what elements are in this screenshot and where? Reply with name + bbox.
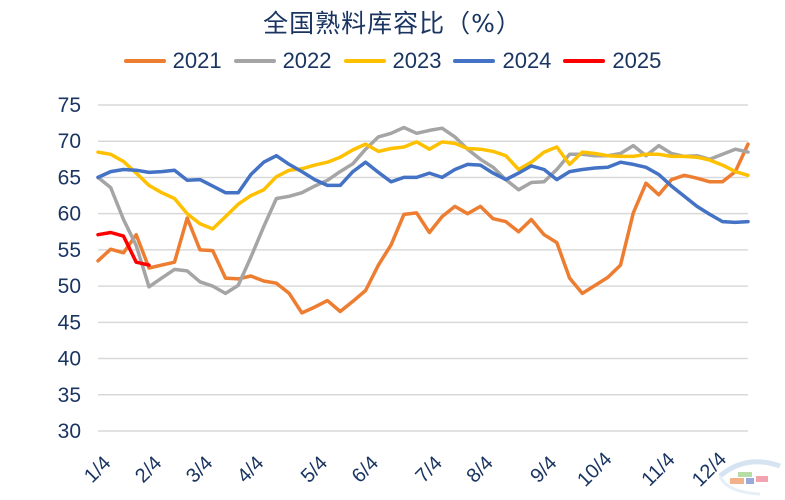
series-line-2022 <box>96 125 750 296</box>
series-line-2025 <box>96 230 151 267</box>
y-axis-ticks: 30 35 40 45 50 55 60 65 70 75 <box>58 94 81 443</box>
y-tick-label: 65 <box>58 166 81 189</box>
y-tick-label: 35 <box>58 384 81 407</box>
legend-item-2022: 2022 <box>233 48 332 74</box>
y-tick-label: 60 <box>58 203 81 226</box>
series-line-2023 <box>96 140 750 231</box>
x-tick-label: 8/4 <box>462 452 497 487</box>
y-tick-label: 30 <box>58 420 81 443</box>
series-lines <box>96 125 750 315</box>
legend-swatch-2023 <box>343 59 386 63</box>
series-line-2024 <box>96 153 750 225</box>
legend-swatch-2024 <box>453 59 496 63</box>
x-tick-label: 7/4 <box>412 452 447 487</box>
y-tick-label: 40 <box>58 348 81 371</box>
legend-item-2023: 2023 <box>343 48 442 74</box>
legend-label-2024: 2024 <box>502 48 552 73</box>
legend-item-2021: 2021 <box>123 48 222 74</box>
y-tick-label: 45 <box>58 311 81 334</box>
x-tick-label: 10/4 <box>573 448 616 491</box>
y-tick-label: 50 <box>58 275 81 298</box>
legend-swatch-2022 <box>233 59 276 63</box>
legend-label-2022: 2022 <box>282 48 332 73</box>
legend-item-2025: 2025 <box>563 48 661 74</box>
y-tick-label: 55 <box>58 239 81 262</box>
y-tick-label: 70 <box>58 130 81 153</box>
x-tick-label: 9/4 <box>526 452 561 487</box>
chart-legend: 2021 2022 2023 2024 2025 <box>0 48 785 74</box>
x-axis-ticks: 1/4 2/4 3/4 4/4 5/4 6/4 7/4 8/4 9/4 10/4 11/4 12/4 <box>80 448 731 491</box>
legend-label-2025: 2025 <box>612 48 662 73</box>
legend-swatch-2021 <box>123 59 166 63</box>
y-tick-label: 75 <box>58 94 81 117</box>
legend-swatch-2025 <box>563 59 606 63</box>
legend-label-2021: 2021 <box>172 48 222 73</box>
x-tick-label: 2/4 <box>131 452 166 487</box>
legend-label-2023: 2023 <box>392 48 442 73</box>
series-line-2021 <box>96 142 750 315</box>
gridlines <box>98 104 748 432</box>
chart-title: 全国熟料库容比（%） <box>263 9 522 38</box>
x-tick-label: 1/4 <box>80 452 115 487</box>
x-tick-label: 11/4 <box>638 449 680 491</box>
x-tick-label: 3/4 <box>182 452 217 487</box>
watermark-logo <box>718 459 781 496</box>
legend-item-2024: 2024 <box>453 48 551 74</box>
x-tick-label: 5/4 <box>297 452 332 487</box>
x-tick-label: 6/4 <box>348 452 383 487</box>
x-tick-label: 4/4 <box>233 452 268 487</box>
